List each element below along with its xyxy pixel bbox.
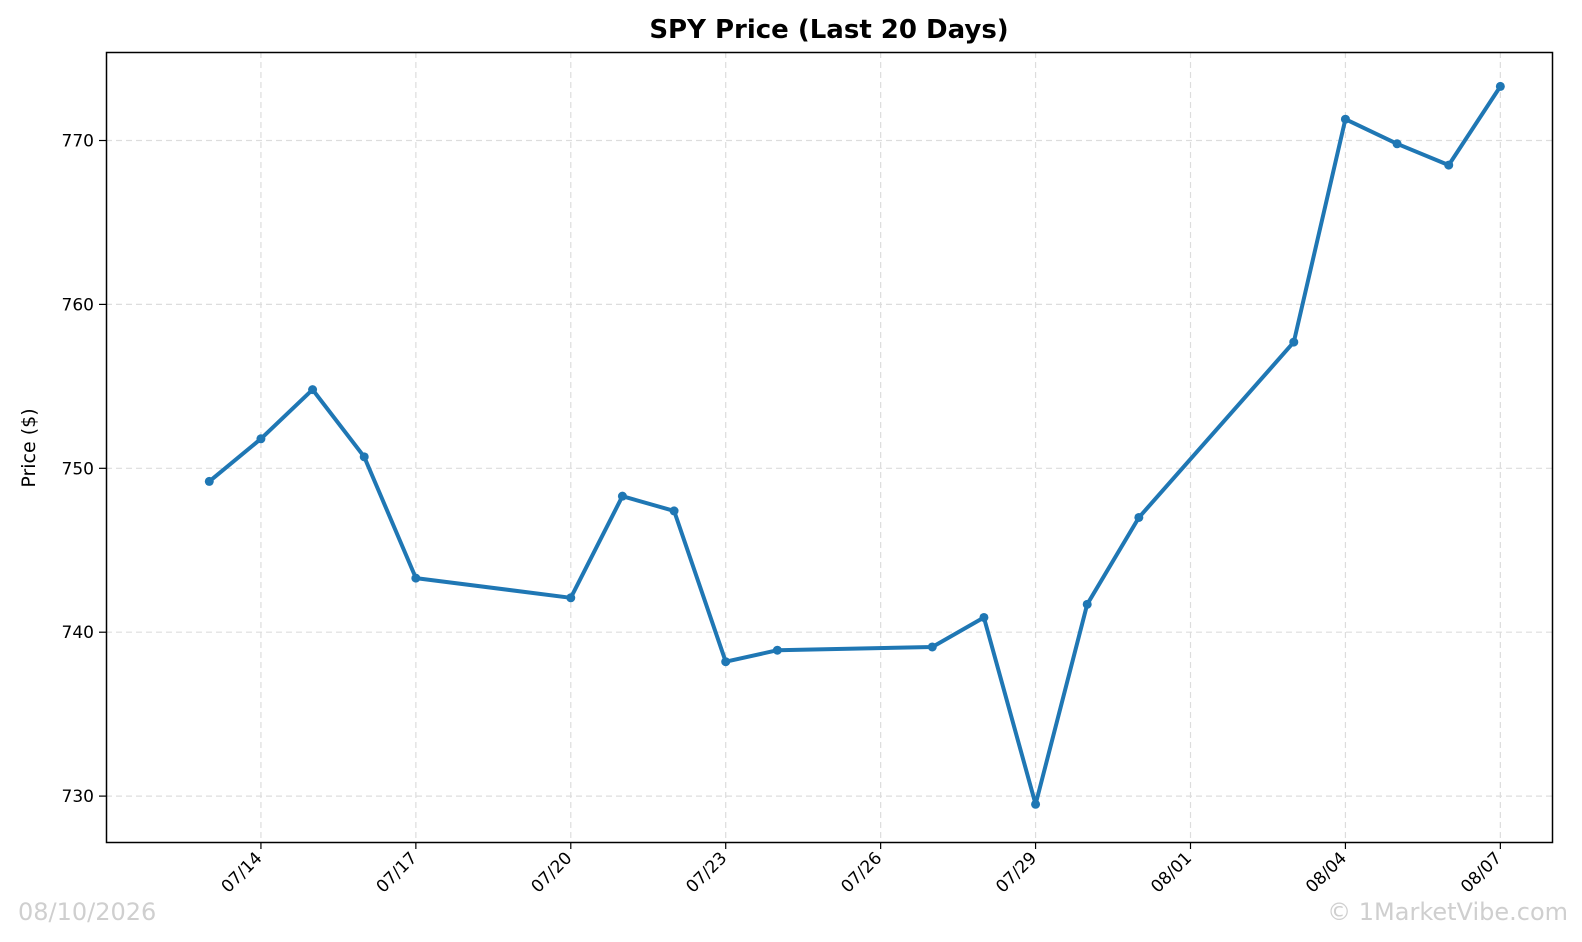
data-point — [566, 593, 576, 603]
x-tick-label: 07/29 — [992, 848, 1041, 897]
plot-frame — [105, 51, 1554, 844]
data-point — [1340, 114, 1350, 124]
data-point — [1134, 512, 1144, 522]
data-point — [1444, 160, 1454, 170]
date-watermark: 08/10/2026 — [18, 898, 157, 926]
data-point — [772, 645, 782, 655]
series-line — [207, 84, 1503, 807]
x-tick-label: 07/17 — [373, 848, 422, 897]
y-tick-label: 770 — [62, 132, 94, 152]
x-tick-label: 07/14 — [218, 848, 267, 897]
y-tick-label: 760 — [62, 295, 94, 315]
y-axis-label: Price ($) — [18, 408, 40, 487]
data-point — [979, 612, 989, 622]
x-tick-label: 07/20 — [528, 848, 577, 897]
axis-ticks: 730 740 750 760 770 07/14 07/17 07/20 07/23 07/26… — [62, 132, 1506, 898]
grid-lines — [106, 52, 1552, 842]
x-tick-label: 08/01 — [1147, 848, 1196, 897]
y-tick-label: 730 — [62, 787, 94, 807]
data-point — [669, 506, 679, 516]
data-point — [1082, 599, 1092, 609]
x-tick-label: 08/07 — [1457, 848, 1506, 897]
data-point — [1289, 337, 1299, 347]
data-point — [308, 385, 318, 395]
data-point — [617, 491, 627, 501]
data-point — [927, 642, 937, 652]
data-point — [1495, 81, 1505, 91]
series-layer — [204, 81, 1505, 809]
data-point — [359, 452, 369, 462]
data-point — [721, 657, 731, 667]
data-point — [256, 434, 266, 444]
brand-watermark: © 1MarketVibe.com — [1327, 898, 1568, 926]
x-tick-label: 07/23 — [682, 848, 731, 897]
x-tick-label: 07/26 — [837, 848, 886, 897]
data-point — [411, 573, 421, 583]
data-point — [204, 476, 214, 486]
data-point — [1392, 139, 1402, 149]
x-tick-label: 08/04 — [1302, 848, 1351, 897]
y-tick-label: 750 — [62, 459, 94, 479]
y-tick-label: 740 — [62, 623, 94, 643]
chart-title: SPY Price (Last 20 Days) — [649, 15, 1008, 45]
data-point — [1031, 799, 1041, 809]
